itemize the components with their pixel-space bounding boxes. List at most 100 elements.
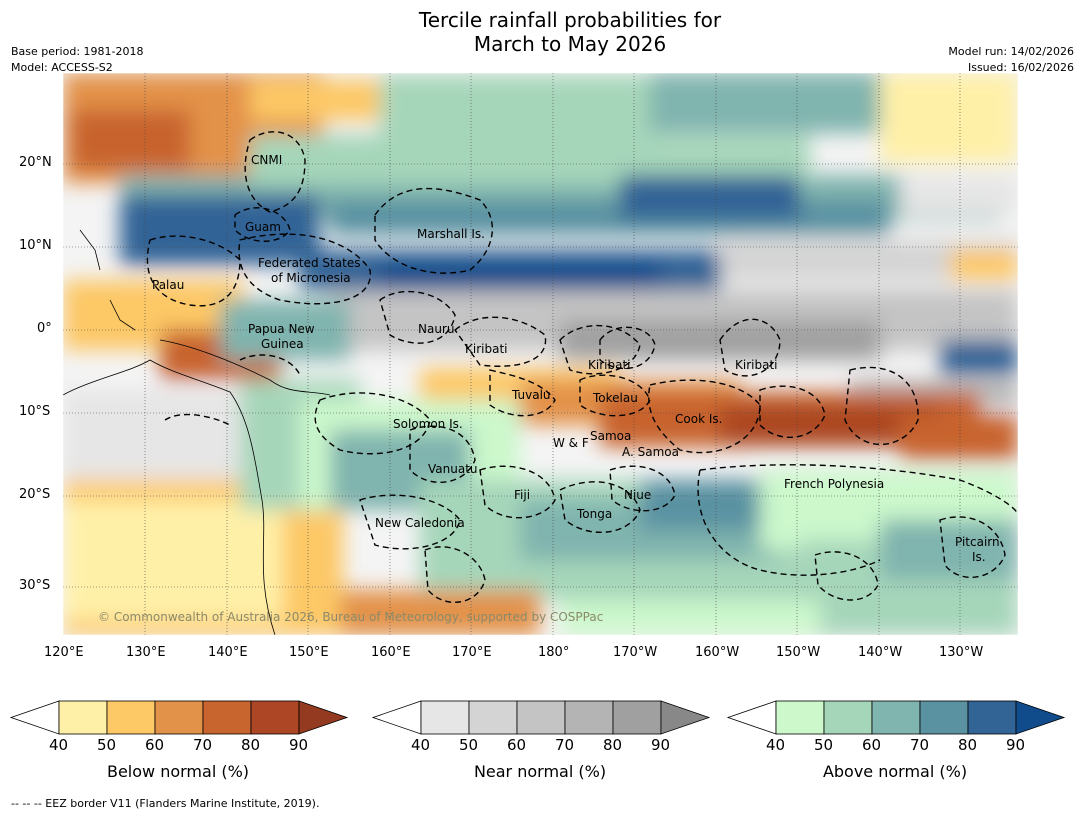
colorbar-near-normal — [371, 700, 711, 735]
region-label-french-polynesia: French Polynesia — [784, 477, 885, 491]
cb2-tick: 50 — [814, 736, 834, 754]
copyright-watermark: © Commonwealth of Australia 2026, Bureau… — [98, 610, 604, 624]
lat-tick: 20°S — [19, 487, 51, 502]
colorbar-swatch — [154, 700, 204, 735]
cb2-tick: 40 — [766, 736, 786, 754]
lon-tick: 180° — [538, 645, 570, 660]
colorbar-below-label: Below normal (%) — [106, 762, 250, 781]
model-run: Model run: 14/02/2026 — [948, 45, 1074, 58]
coastlines — [63, 229, 331, 635]
cb2-tick: 90 — [1006, 736, 1026, 754]
region-label-guam: Guam — [245, 220, 281, 234]
cb2-tick: 60 — [862, 736, 882, 754]
eez-borders — [146, 131, 1018, 604]
lon-tick: 170°W — [613, 645, 658, 660]
region-label-pitcairn-1: Pitcairn — [955, 535, 1000, 549]
region-label-wallis-futuna: W & F — [553, 436, 589, 450]
colorbar-above-normal — [726, 700, 1066, 735]
region-label-solomon: Solomon Is. — [393, 417, 463, 431]
cb2-tick: 80 — [958, 736, 978, 754]
cb0-tick: 40 — [49, 736, 69, 754]
colorbar-swatch — [823, 700, 873, 735]
model-name: Model: ACCESS-S2 — [11, 61, 113, 74]
colorbar-under-arrow — [9, 700, 60, 735]
colorbar-swatch — [775, 700, 825, 735]
colorbar-over-arrow — [660, 700, 711, 735]
lon-tick: 140°W — [858, 645, 903, 660]
region-label-tokelau: Tokelau — [593, 391, 638, 405]
cb1-tick: 80 — [603, 736, 623, 754]
cb0-tick: 90 — [289, 736, 309, 754]
region-label-palau: Palau — [152, 278, 185, 292]
region-label-fsm-1: Federated States — [258, 256, 361, 270]
cb0-tick: 70 — [193, 736, 213, 754]
lon-tick: 130°E — [126, 645, 166, 660]
colorbar-swatch — [967, 700, 1017, 735]
colorbar-swatch — [612, 700, 662, 735]
region-label-kiribati-central: Kiribati — [588, 358, 631, 372]
colorbar-above-label: Above normal (%) — [822, 762, 968, 781]
colorbar-swatch — [871, 700, 921, 735]
region-label-kiribati-east: Kiribati — [735, 358, 778, 372]
region-label-new-caledonia: New Caledonia — [375, 516, 465, 530]
colorbar-swatch — [420, 700, 470, 735]
colorbar-near-label: Near normal (%) — [473, 762, 607, 781]
lat-tick: 10°S — [19, 404, 51, 419]
cb0-tick: 50 — [97, 736, 117, 754]
colorbar-under-arrow — [371, 700, 422, 735]
region-label-niue: Niue — [624, 488, 652, 502]
colorbar-swatch — [58, 700, 108, 735]
lon-tick: 160°W — [695, 645, 740, 660]
colorbar-swatch — [106, 700, 156, 735]
region-label-cnmi: CNMI — [251, 153, 283, 167]
cb0-tick: 60 — [145, 736, 165, 754]
region-label-png-1: Papua New — [248, 322, 315, 336]
lat-tick: 10°N — [19, 238, 52, 253]
lon-tick: 170°E — [452, 645, 492, 660]
region-label-nauru: Nauru — [418, 322, 455, 336]
colorbar-swatch — [516, 700, 566, 735]
colorbar-group — [9, 700, 1066, 735]
colorbar-under-arrow — [726, 700, 777, 735]
title-line-1: Tercile rainfall probabilities for — [418, 8, 722, 32]
region-label-kiribati-west: Kiribati — [465, 342, 508, 356]
colorbar-swatch — [250, 700, 300, 735]
region-label-american-samoa: A. Samoa — [622, 445, 679, 459]
cb1-tick: 40 — [411, 736, 431, 754]
region-label-samoa: Samoa — [590, 429, 632, 443]
lon-tick: 140°E — [208, 645, 248, 660]
colorbar-swatch — [919, 700, 969, 735]
region-label-tonga: Tonga — [577, 507, 613, 521]
region-label-fsm-2: of Micronesia — [271, 271, 351, 285]
colorbar-swatch — [468, 700, 518, 735]
colorbar-over-arrow — [1015, 700, 1066, 735]
base-period: Base period: 1981-2018 — [11, 45, 144, 58]
colorbar-swatch — [202, 700, 252, 735]
region-label-cook: Cook Is. — [675, 412, 723, 426]
lat-tick: 30°S — [19, 578, 51, 593]
cb1-tick: 50 — [459, 736, 479, 754]
region-label-pitcairn-2: Is. — [972, 550, 986, 564]
graticule — [63, 73, 1018, 635]
colorbar-over-arrow — [298, 700, 349, 735]
eez-footnote: -- -- -- EEZ border V11 (Flanders Marine… — [11, 797, 320, 810]
region-label-png-2: Guinea — [261, 337, 304, 351]
region-label-marshall: Marshall Is. — [417, 227, 485, 241]
lon-tick: 120°E — [44, 645, 84, 660]
lon-tick: 150°W — [776, 645, 821, 660]
issued-date: Issued: 16/02/2026 — [967, 61, 1074, 74]
region-label-fiji: Fiji — [514, 488, 531, 502]
region-label-tuvalu: Tuvalu — [512, 388, 551, 402]
title-line-2: March to May 2026 — [473, 32, 667, 56]
lon-tick: 160°E — [371, 645, 411, 660]
colorbar-swatch — [564, 700, 614, 735]
cb1-tick: 70 — [555, 736, 575, 754]
region-label-vanuatu: Vanuatu — [428, 462, 478, 476]
probability-field — [63, 73, 1018, 635]
lon-tick: 130°W — [939, 645, 984, 660]
lat-tick: 0° — [37, 321, 52, 336]
cb2-tick: 70 — [910, 736, 930, 754]
cb1-tick: 60 — [507, 736, 527, 754]
cb1-tick: 90 — [651, 736, 671, 754]
